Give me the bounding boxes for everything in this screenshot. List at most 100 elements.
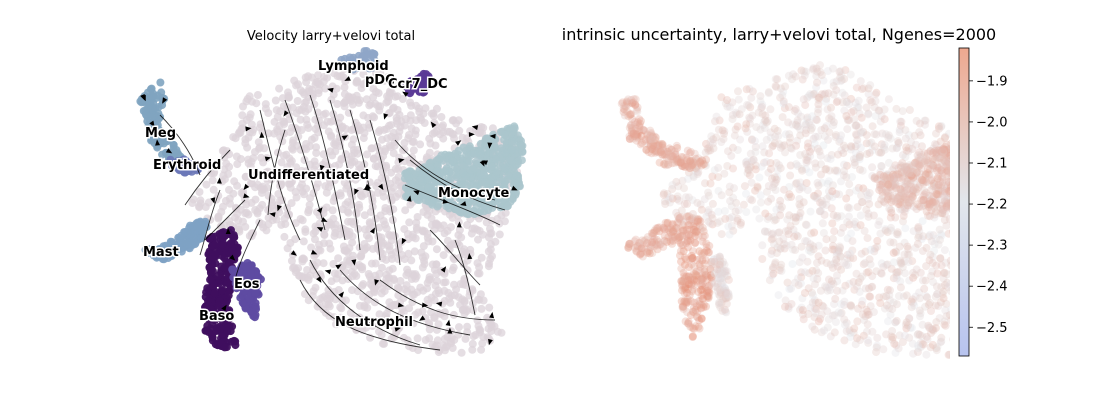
- cell-point: [778, 113, 787, 122]
- cell-point: [894, 139, 903, 148]
- cell-point: [913, 157, 922, 166]
- cell-point: [421, 104, 430, 113]
- cell-point: [881, 226, 890, 235]
- cell-point: [834, 247, 843, 256]
- cell-point: [859, 260, 868, 269]
- cell-point: [275, 121, 284, 130]
- cell-point: [252, 305, 260, 314]
- cell-point: [658, 150, 667, 159]
- cell-point: [730, 131, 739, 140]
- cell-point: [893, 268, 902, 277]
- cell-point: [864, 310, 873, 319]
- cell-point: [892, 300, 901, 309]
- cell-point: [909, 268, 917, 277]
- cell-point: [752, 123, 761, 132]
- cell-point: [914, 330, 923, 338]
- cell-point: [692, 167, 701, 176]
- cell-point: [977, 145, 985, 153]
- cell-point: [413, 288, 422, 297]
- cell-point: [334, 254, 343, 263]
- cell-point: [311, 283, 320, 292]
- cell-point: [475, 269, 484, 278]
- cell-point: [205, 234, 214, 243]
- cell-point: [296, 215, 305, 223]
- cell-point: [346, 187, 355, 196]
- cell-point: [922, 262, 931, 271]
- cell-point: [425, 273, 434, 282]
- cell-point: [948, 161, 950, 167]
- cell-point: [442, 191, 451, 200]
- cell-point: [894, 170, 903, 179]
- cell-point: [989, 175, 997, 183]
- cell-point: [971, 185, 979, 193]
- cell-point: [715, 116, 724, 125]
- cell-point: [168, 162, 177, 170]
- cell-point: [714, 207, 723, 216]
- cell-point: [868, 327, 877, 336]
- cell-point: [918, 142, 926, 151]
- cell-point: [841, 320, 849, 329]
- cell-point: [975, 145, 983, 153]
- cell-point: [273, 113, 282, 121]
- streamline-arrow: [363, 186, 370, 191]
- uncertainty-panel-title: intrinsic uncertainty, larry+velovi tota…: [562, 25, 996, 44]
- cell-point: [979, 143, 987, 151]
- cell-point: [709, 135, 718, 144]
- cell-point: [986, 173, 994, 181]
- cell-point: [210, 289, 219, 298]
- cell-point: [496, 128, 505, 136]
- cell-point: [975, 142, 983, 150]
- cell-point: [861, 284, 870, 293]
- cell-point: [870, 247, 879, 256]
- cell-point: [895, 128, 904, 137]
- cell-point: [739, 200, 748, 209]
- cell-point: [337, 55, 346, 64]
- cell-point: [250, 313, 259, 322]
- cell-point: [382, 161, 391, 170]
- cell-point: [194, 220, 203, 229]
- cell-point: [499, 195, 507, 204]
- cell-point: [372, 182, 381, 190]
- cell-point: [728, 98, 737, 107]
- cell-point: [932, 150, 941, 159]
- cell-point: [808, 124, 816, 132]
- cell-point: [787, 144, 796, 153]
- cell-point: [829, 121, 838, 130]
- streamline-arrow: [489, 311, 495, 319]
- cell-point: [405, 218, 414, 227]
- cell-point: [979, 188, 987, 196]
- cell-point: [902, 143, 911, 152]
- cell-point: [931, 324, 940, 333]
- cell-point: [811, 280, 819, 289]
- cell-point: [978, 189, 986, 197]
- cell-point: [949, 228, 950, 235]
- cell-point: [659, 190, 668, 199]
- cell-point: [661, 200, 670, 208]
- cell-point: [175, 240, 184, 249]
- cell-point: [949, 337, 950, 342]
- cell-point: [462, 181, 471, 190]
- cell-point: [488, 124, 497, 133]
- cell-point: [781, 148, 789, 157]
- cell-point: [896, 277, 905, 286]
- streamline-arrow: [471, 125, 479, 131]
- cell-point: [848, 246, 857, 255]
- cell-point: [745, 171, 754, 180]
- cell-point: [857, 300, 866, 309]
- cell-point: [275, 84, 284, 93]
- cell-point: [977, 188, 985, 196]
- cell-point: [781, 302, 789, 311]
- cell-point: [909, 227, 918, 236]
- cell-point: [827, 151, 836, 159]
- streamline-arrow: [316, 276, 322, 283]
- cell-point: [315, 86, 323, 95]
- cell-point: [830, 311, 839, 320]
- streamline-arrow: [316, 207, 323, 214]
- cell-point: [932, 346, 941, 355]
- cell-point: [863, 307, 872, 316]
- cell-point: [474, 235, 482, 244]
- cell-point: [454, 146, 463, 155]
- cell-point: [854, 103, 863, 112]
- cell-point: [887, 264, 896, 273]
- cell-point: [819, 200, 827, 209]
